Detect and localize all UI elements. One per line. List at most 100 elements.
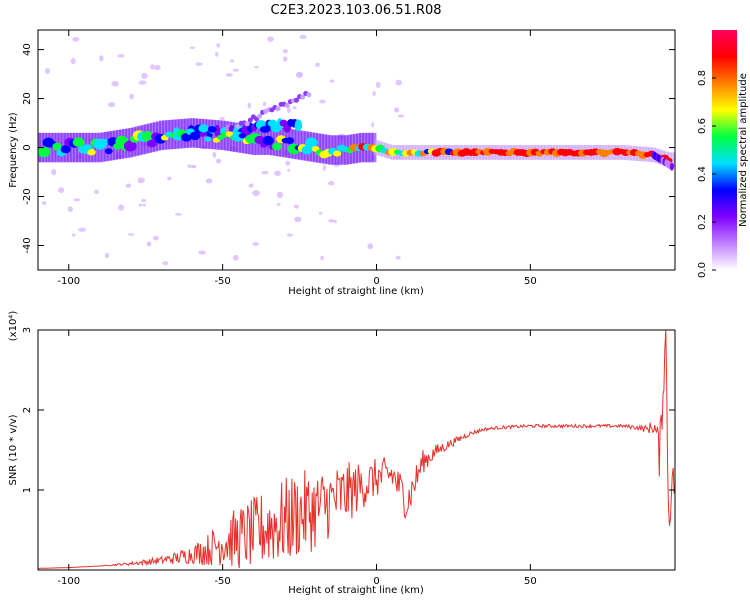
spectrogram-speckle xyxy=(73,198,80,201)
spectrogram-speckle xyxy=(285,161,290,166)
snr-panel: -100 -50 0 50 1 2 3 Height of straight line (… xyxy=(8,311,675,596)
spectrogram-speckle xyxy=(394,107,399,112)
spectrogram-speckle xyxy=(319,212,323,215)
spectrogram-streak xyxy=(306,92,311,97)
spectrogram-ridge-blob xyxy=(204,136,211,141)
spectrogram-speckle xyxy=(267,36,274,42)
spectrogram-speckle xyxy=(328,181,334,185)
snr-ytick-label: 3 xyxy=(22,327,33,333)
spectrogram-speckle xyxy=(42,201,47,205)
spectrogram-speckle xyxy=(118,205,124,211)
colorbar-tick-label: 0.0 xyxy=(697,262,708,278)
spectrogram-speckle xyxy=(111,81,118,87)
spectrogram-speckle xyxy=(99,55,103,61)
spectrogram-streak xyxy=(276,106,281,111)
spectrogram-speckle xyxy=(162,261,168,265)
spectrogram-ridge-blob xyxy=(239,133,246,138)
spectrogram-speckle xyxy=(252,242,258,246)
spectrogram-speckle xyxy=(154,65,161,70)
spectrogram-speckle xyxy=(319,100,326,104)
spectrogram-speckle xyxy=(213,152,217,158)
spectrogram-speckle xyxy=(105,253,109,259)
spectrogram-speckle xyxy=(216,43,220,47)
spectrogram-speckle xyxy=(71,58,76,64)
spectrogram-speckle xyxy=(277,192,283,198)
spectrogram-speckle xyxy=(371,122,374,127)
spectrogram-speckle xyxy=(320,256,324,260)
spectrogram-speckle xyxy=(215,52,218,57)
spectrogram-speckle xyxy=(141,73,148,79)
spectrogram-speckle xyxy=(287,169,290,172)
spectrogram-speckle xyxy=(175,213,182,216)
spectrogram-ytick-label: -40 xyxy=(22,237,33,253)
spectrogram-speckle xyxy=(206,179,212,184)
colorbar-label: Normalized spectral amplitude xyxy=(738,73,749,227)
spectrogram-speckle xyxy=(300,35,307,39)
spectrogram-ridge-blob xyxy=(38,147,50,157)
spectrogram-speckle xyxy=(248,102,251,108)
snr-xtick-label: -50 xyxy=(214,576,230,587)
snr-ytick-label: 1 xyxy=(22,487,33,493)
spectrogram-speckle xyxy=(195,62,202,66)
spectrogram-panel: -100 -50 0 50 -40 -20 0 20 40 Height of straigh… xyxy=(8,30,678,297)
spectrogram-speckle xyxy=(219,117,225,120)
spectrogram-speckle xyxy=(287,107,291,113)
spectrogram-xtick-label: 50 xyxy=(524,276,537,287)
spectrogram-speckle xyxy=(108,102,115,107)
colorbar-tick-label: 0.8 xyxy=(697,70,708,86)
spectrogram-speckle xyxy=(230,59,234,62)
spectrogram-speckle xyxy=(141,199,146,202)
snr-xtick-label: -100 xyxy=(57,576,80,587)
spectrogram-ridge-blob xyxy=(87,149,95,155)
colorbar-tick-label: 0.4 xyxy=(697,166,708,182)
spectrogram-speckle xyxy=(294,205,299,209)
spectrogram-speckle xyxy=(72,234,76,237)
spectrogram-speckle xyxy=(261,171,268,174)
spectrogram-speckle xyxy=(72,37,79,42)
spectrogram-speckle xyxy=(45,68,50,74)
spectrogram-speckle xyxy=(283,56,288,62)
spectrogram-speckle xyxy=(188,164,191,168)
colorbar-tick-label: 0.6 xyxy=(697,118,708,134)
spectrogram-speckle xyxy=(277,203,281,206)
spectrogram-y-label: Frequency (Hz) xyxy=(8,112,19,188)
spectrogram-speckle xyxy=(376,82,381,88)
spectrogram-speckle xyxy=(147,242,152,247)
spectrogram-speckle xyxy=(367,243,373,249)
spectrogram-speckle xyxy=(233,255,239,261)
spectrogram-speckle xyxy=(117,54,124,57)
spectrogram-ridge-blob xyxy=(272,143,282,151)
spectrogram-speckle xyxy=(128,233,134,235)
spectrogram-ridge-blob xyxy=(285,137,294,144)
spectrogram-speckle xyxy=(190,47,195,49)
snr-x-label: Height of straight line (km) xyxy=(288,585,424,596)
spectrogram-speckle xyxy=(252,190,260,196)
snr-y-label: SNR (10 * v/v) xyxy=(8,414,19,485)
spectrogram-speckle xyxy=(254,66,259,68)
spectrogram-xtick-label: -50 xyxy=(214,276,230,287)
colorbar: 0.0 0.2 0.4 0.6 0.8 Normalized spectral ampl… xyxy=(697,30,749,278)
spectrogram-speckle xyxy=(323,165,326,171)
spectrogram-speckle xyxy=(233,69,240,72)
spectrogram-xtick-label: -100 xyxy=(57,276,80,287)
spectrogram-ridge-blob xyxy=(198,124,208,132)
spectrogram-ytick-label: -20 xyxy=(22,188,33,204)
spectrogram-speckle xyxy=(129,94,134,100)
spectrogram-ridge-blob xyxy=(73,137,85,147)
spectrogram-speckle xyxy=(283,49,288,53)
snr-xtick-label: 50 xyxy=(524,576,537,587)
spectrogram-speckle xyxy=(396,256,401,260)
spectrogram-speckle xyxy=(287,233,293,236)
colorbar-tick-label: 0.2 xyxy=(697,214,708,230)
spectrogram-speckle xyxy=(398,114,404,117)
snr-y-multiplier: (x10⁴) xyxy=(8,311,19,342)
spectrogram-ridge-blob xyxy=(333,151,341,157)
spectrogram-x-label: Height of straight line (km) xyxy=(288,286,424,297)
spectrogram-ytick-label: 0 xyxy=(22,144,33,150)
spectrogram-speckle xyxy=(395,80,402,86)
spectrogram-speckle xyxy=(58,187,64,193)
spectrogram-speckle xyxy=(192,166,195,169)
spectrogram-speckle xyxy=(328,219,334,222)
spectrogram-ridge-blob xyxy=(262,136,273,145)
spectrogram-ytick-label: 20 xyxy=(22,92,33,105)
